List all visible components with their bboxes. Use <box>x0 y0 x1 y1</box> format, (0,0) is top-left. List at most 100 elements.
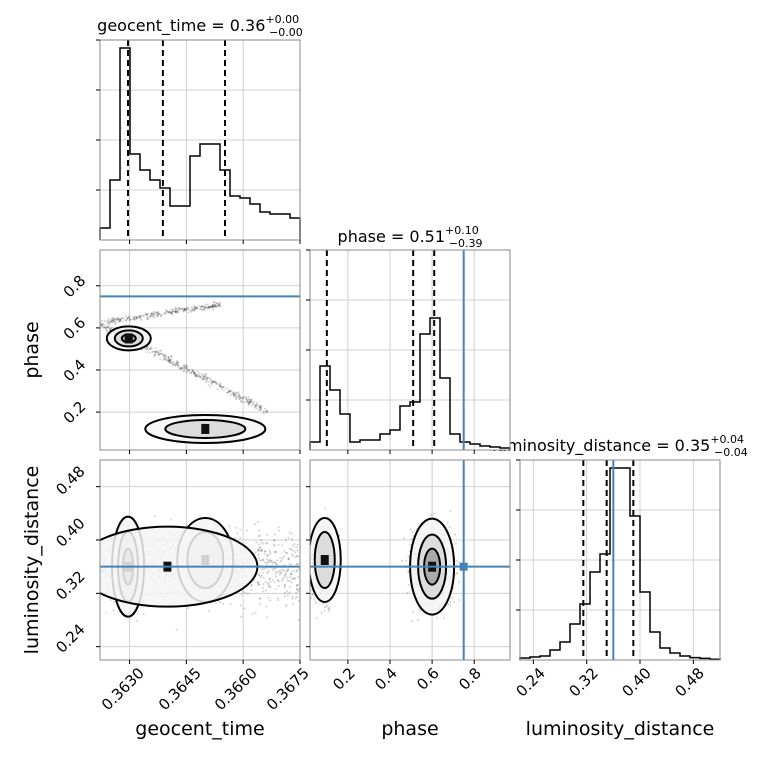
scatter-point <box>266 554 269 557</box>
scatter-point <box>403 537 406 540</box>
scatter-point <box>274 533 276 536</box>
scatter-point <box>133 318 136 321</box>
scatter-point <box>169 358 171 361</box>
scatter-point <box>117 318 120 321</box>
scatter-point <box>249 400 252 403</box>
scatter-point <box>124 319 127 322</box>
scatter-point <box>108 324 111 327</box>
scatter-point <box>273 581 276 584</box>
scatter-point <box>295 563 298 566</box>
scatter-point <box>204 376 207 379</box>
scatter-point <box>293 543 296 546</box>
scatter-point <box>250 584 253 587</box>
scatter-point <box>254 405 257 408</box>
scatter-point <box>239 395 242 398</box>
scatter-point <box>249 400 252 403</box>
scatter-point <box>258 583 261 586</box>
scatter-point <box>107 319 110 322</box>
scatter-point <box>453 601 456 604</box>
scatter-point <box>290 538 293 541</box>
scatter-point <box>154 313 157 316</box>
scatter-point <box>211 304 214 307</box>
scatter-point <box>265 411 268 414</box>
scatter-point <box>258 546 261 549</box>
histogram-phase <box>309 317 511 450</box>
scatter-point <box>109 327 112 330</box>
scatter-point <box>129 318 132 321</box>
panel-phase-vs-luminosity_distance-border <box>309 459 511 661</box>
scatter-point <box>228 390 231 393</box>
scatter-point <box>193 371 196 374</box>
scatter-point <box>216 388 219 391</box>
density-peak-1 <box>201 423 210 434</box>
scatter-point <box>262 558 265 561</box>
scatter-point <box>157 351 160 354</box>
scatter-point <box>200 308 203 311</box>
scatter-point <box>199 376 202 379</box>
scatter-point <box>229 394 232 397</box>
scatter-point <box>163 312 166 315</box>
scatter-point <box>103 320 106 322</box>
scatter-point <box>175 628 178 631</box>
scatter-point <box>192 370 195 373</box>
scatter-point <box>111 319 114 322</box>
scatter-point <box>234 392 237 395</box>
scatter-point <box>258 406 260 409</box>
scatter-point <box>154 353 157 356</box>
scatter-point <box>168 358 171 361</box>
scatter-point <box>100 324 103 327</box>
scatter-point <box>103 326 106 329</box>
scatter-point <box>167 311 170 314</box>
scatter-point <box>140 317 143 320</box>
scatter-point <box>200 306 203 309</box>
scatter-point <box>272 569 275 572</box>
scatter-point <box>443 617 446 620</box>
scatter-point <box>274 567 277 570</box>
scatter-point <box>201 378 204 381</box>
scatter-point <box>267 569 270 572</box>
scatter-point <box>170 355 173 358</box>
scatter-point <box>245 398 248 401</box>
scatter-point <box>202 377 204 379</box>
scatter-point <box>278 529 280 532</box>
scatter-point <box>115 319 118 322</box>
scatter-point <box>100 324 103 327</box>
scatter-point <box>113 600 116 603</box>
scatter-point <box>186 369 189 372</box>
scatter-point <box>313 598 316 601</box>
scatter-point <box>135 317 138 320</box>
scatter-point <box>272 543 275 546</box>
scatter-point <box>407 584 410 586</box>
scatter-point <box>208 610 211 613</box>
scatter-point <box>106 325 109 328</box>
scatter-point <box>296 583 299 586</box>
scatter-point <box>260 541 263 544</box>
scatter-point <box>201 374 204 377</box>
ytick-phase-0: 0.2 <box>60 398 90 428</box>
scatter-point <box>185 306 188 309</box>
scatter-point <box>146 313 149 316</box>
scatter-point <box>271 562 274 565</box>
scatter-point <box>267 596 270 599</box>
scatter-point <box>249 398 252 401</box>
scatter-point <box>286 590 289 593</box>
scatter-point <box>258 405 261 408</box>
scatter-point <box>265 605 268 608</box>
scatter-point <box>235 394 238 397</box>
scatter-point <box>156 311 159 314</box>
scatter-point <box>108 320 111 323</box>
truth-marker <box>459 562 468 571</box>
scatter-point <box>154 350 157 353</box>
scatter-point <box>176 311 179 314</box>
scatter-point <box>448 526 451 529</box>
scatter-point <box>174 363 177 366</box>
scatter-point <box>261 568 263 571</box>
scatter-point <box>194 306 197 309</box>
scatter-point <box>146 317 149 320</box>
scatter-point <box>289 575 292 578</box>
scatter-point <box>178 367 181 370</box>
ytick-lumdist-0: 0.24 <box>52 620 88 656</box>
scatter-point <box>225 387 228 390</box>
scatter-point <box>245 399 248 402</box>
scatter-point <box>252 400 255 403</box>
